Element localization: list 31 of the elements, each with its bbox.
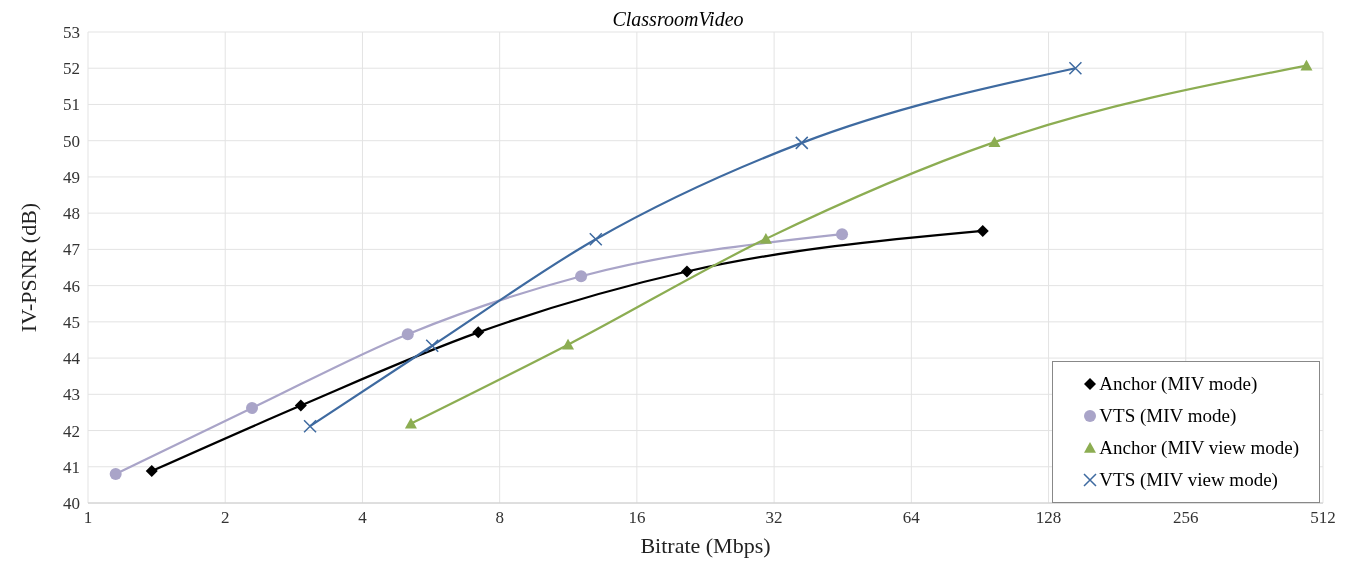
y-tick-label: 53 xyxy=(63,23,80,43)
x-tick-label: 64 xyxy=(902,508,921,528)
y-tick-label: 48 xyxy=(63,204,80,224)
x-tick-label: 16 xyxy=(628,508,646,528)
y-tick-label: 40 xyxy=(63,494,80,514)
y-tick-label: 42 xyxy=(63,421,80,441)
x-tick-label: 2 xyxy=(220,508,230,528)
legend-label: VTS (MIV mode) xyxy=(1099,405,1237,427)
legend-label: Anchor (MIV view mode) xyxy=(1099,437,1299,459)
legend-label: Anchor (MIV mode) xyxy=(1099,373,1258,395)
x-tick-label: 128 xyxy=(1035,508,1062,528)
y-tick-label: 45 xyxy=(63,312,80,332)
x-tick-label: 8 xyxy=(495,508,504,528)
y-tick-label: 51 xyxy=(63,95,80,115)
y-tick-label: 44 xyxy=(63,349,81,369)
y-tick-label: 43 xyxy=(63,385,80,405)
x-tick-label: 32 xyxy=(765,508,783,528)
y-tick-label: 50 xyxy=(63,131,80,151)
x-tick-label: 4 xyxy=(358,508,368,528)
y-tick-label: 47 xyxy=(63,240,81,260)
x-tick-label: 256 xyxy=(1173,508,1199,528)
y-tick-label: 41 xyxy=(63,457,80,477)
y-axis-title: IV-PSNR (dB) xyxy=(15,202,41,333)
chart-title: ClassroomVideo xyxy=(612,8,744,30)
y-tick-label: 49 xyxy=(63,167,80,187)
x-tick-label: 512 xyxy=(1310,508,1336,528)
y-tick-label: 46 xyxy=(63,276,80,296)
y-tick-label: 52 xyxy=(63,59,80,79)
x-axis-title: Bitrate (Mbps) xyxy=(640,533,771,558)
legend-label: VTS (MIV view mode) xyxy=(1099,469,1278,491)
x-tick-label: 1 xyxy=(83,508,93,528)
